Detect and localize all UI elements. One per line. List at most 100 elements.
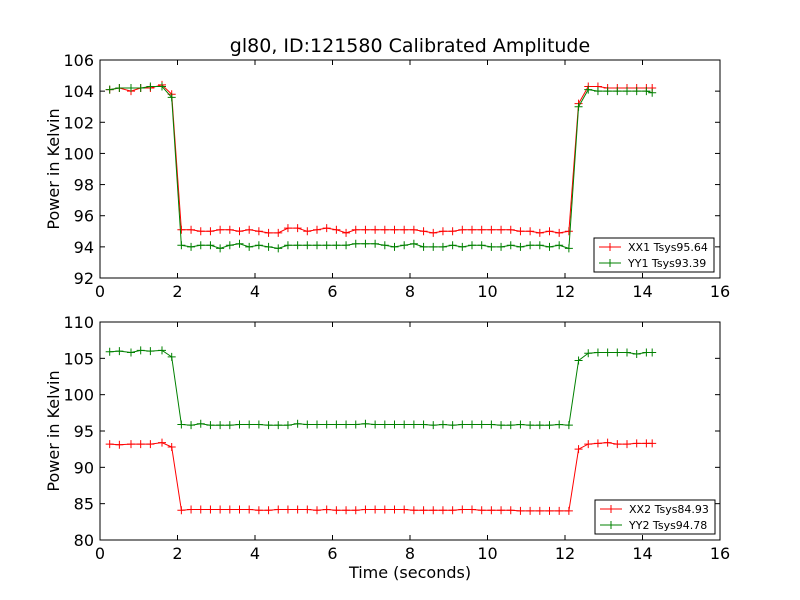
data-point [351, 239, 360, 248]
data-point [419, 420, 428, 429]
data-point [303, 420, 312, 429]
x-tick-label: 14 [632, 544, 652, 563]
data-point [526, 227, 535, 236]
data-point [136, 84, 145, 93]
y-tick-label: 106 [63, 51, 94, 70]
data-point [361, 505, 370, 514]
data-point [196, 227, 205, 236]
bottom-plot: 0 2 4 6 8 10 12 14 16 80 85 90 95 100 105 110 Power in K… [44, 313, 730, 582]
legend-box [593, 237, 715, 273]
data-point [400, 225, 409, 234]
data-point [293, 241, 302, 250]
data-point [458, 420, 467, 429]
data-point [245, 505, 254, 514]
data-point [438, 420, 447, 429]
y-tick-label: 104 [63, 82, 94, 101]
data-point [497, 242, 506, 251]
data-point [342, 241, 351, 250]
x-tick-label: 12 [555, 282, 575, 301]
data-point [545, 227, 554, 236]
data-point [429, 506, 438, 515]
y-tick-label: 110 [63, 313, 94, 332]
data-point [632, 439, 641, 448]
data-point [136, 440, 145, 449]
data-point [497, 421, 506, 430]
data-point [351, 225, 360, 234]
data-point [400, 420, 409, 429]
data-point [283, 421, 292, 430]
data-point [351, 506, 360, 515]
data-point [390, 225, 399, 234]
data-point [332, 225, 341, 234]
x-tick-label: 12 [555, 544, 575, 563]
data-point [584, 349, 593, 358]
legend-box [594, 499, 716, 535]
data-point [526, 506, 535, 515]
data-point [254, 420, 263, 429]
legend-label: XX2 Tsys84.93 [629, 503, 709, 516]
data-point [380, 505, 389, 514]
data-point [545, 421, 554, 430]
data-point [293, 505, 302, 514]
data-point [623, 440, 631, 449]
y-tick-label: 92 [74, 269, 94, 288]
data-point [593, 348, 602, 357]
data-point [283, 505, 292, 514]
data-point [283, 241, 292, 250]
top-plot: 0 2 4 6 8 10 12 14 16 92 94 96 98 100 102 104 106 Power i… [44, 51, 730, 301]
data-point [371, 239, 380, 248]
x-axis-label: Time (seconds) [348, 563, 471, 582]
data-point [526, 421, 535, 430]
data-point [409, 420, 418, 429]
legend-label: XX1 Tsys95.64 [628, 241, 708, 254]
y-tick-label: 95 [74, 422, 94, 441]
legend-marker [607, 505, 615, 513]
legend-label: YY1 Tsys93.39 [627, 257, 706, 270]
data-point [146, 440, 155, 449]
y-tick-label: 96 [74, 207, 94, 226]
data-point [216, 505, 225, 514]
data-point [642, 87, 651, 96]
data-point [623, 348, 631, 357]
data-point [146, 347, 155, 356]
data-point [487, 242, 496, 251]
data-point [206, 241, 215, 250]
data-point [438, 227, 447, 236]
data-point [448, 506, 457, 515]
data-point [105, 85, 114, 94]
data-point [235, 505, 244, 514]
data-point [506, 506, 515, 515]
data-point [574, 356, 583, 365]
legend: XX2 Tsys84.93 YY2 Tsys94.78 [594, 499, 716, 535]
x-tick-label: 2 [172, 544, 182, 563]
data-point [371, 225, 380, 234]
data-point [564, 421, 573, 430]
data-point [487, 506, 496, 515]
data-point [458, 242, 467, 251]
data-point [545, 506, 554, 515]
data-point [429, 242, 438, 251]
data-point [535, 506, 544, 515]
data-point [225, 241, 234, 250]
data-point [274, 244, 283, 253]
data-point [409, 225, 418, 234]
data-point [127, 440, 135, 449]
data-point [371, 505, 380, 514]
data-point [283, 224, 292, 233]
data-point [225, 421, 234, 430]
data-point [555, 228, 564, 237]
data-point [477, 420, 486, 429]
data-point [342, 228, 351, 237]
data-point [516, 420, 525, 429]
data-point [603, 87, 612, 96]
data-point [468, 505, 476, 514]
data-point [380, 241, 389, 250]
data-point [555, 241, 564, 250]
x-tick-label: 4 [250, 544, 260, 563]
data-point [187, 421, 196, 430]
data-point [245, 225, 254, 234]
data-point [293, 224, 302, 233]
data-point [593, 87, 602, 96]
data-point [235, 239, 244, 248]
